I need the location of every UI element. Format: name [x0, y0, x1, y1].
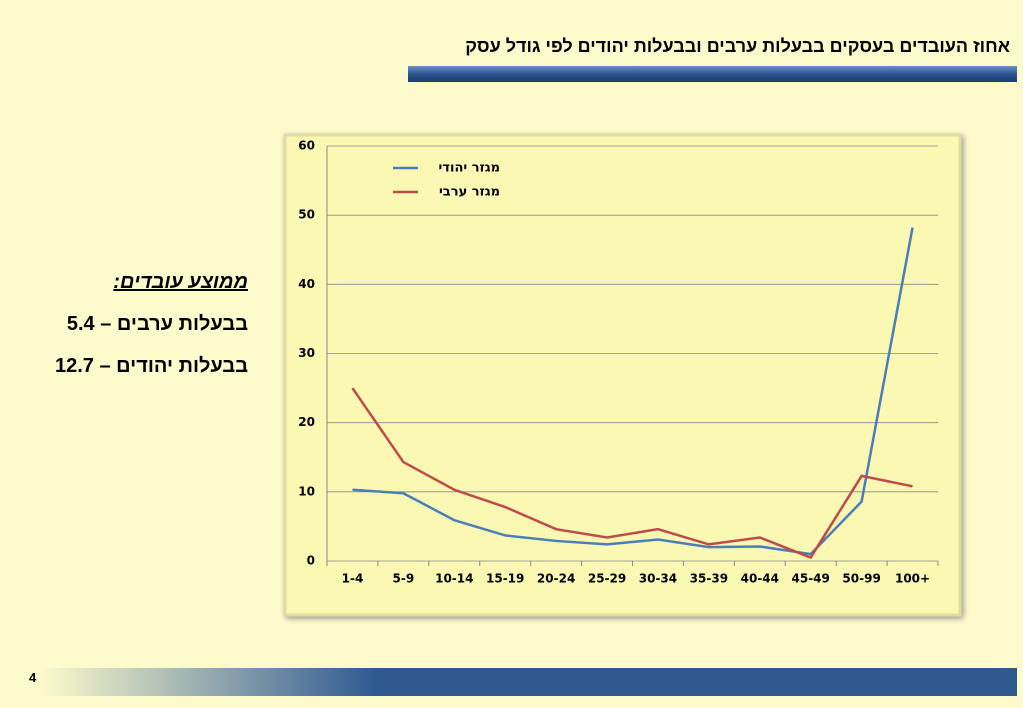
y-tick-label: 0 — [307, 554, 315, 568]
y-tick-label: 50 — [298, 208, 315, 222]
x-tick-label: 10-14 — [435, 572, 473, 586]
side-line: בבעלות יהודים – 12.7 — [55, 355, 248, 377]
x-tick-label: 35-39 — [690, 572, 728, 586]
series-line — [351, 387, 913, 560]
y-tick-label: 20 — [298, 415, 315, 429]
y-tick-label: 40 — [298, 277, 315, 291]
slide-title: אחוז העובדים בעסקים בבעלות ערבים ובבעלות… — [465, 36, 1010, 56]
title-bar — [408, 66, 1017, 82]
x-tick-label: 30-34 — [639, 572, 677, 586]
x-tick-label: 5-9 — [393, 572, 415, 586]
legend-label: מגזר יהודי — [439, 161, 500, 176]
y-tick-label: 10 — [298, 484, 315, 498]
y-tick-label: 30 — [298, 346, 315, 360]
footer-bar — [375, 668, 1017, 696]
x-tick-label: 40-44 — [741, 572, 779, 586]
legend-label: מגזר ערבי — [439, 185, 500, 200]
x-tick-label: 20-24 — [537, 572, 575, 586]
x-tick-label: 50-99 — [842, 572, 880, 586]
x-tick-label: 1-4 — [342, 572, 364, 586]
x-tick-label: 100+ — [895, 572, 930, 586]
side-heading: ממוצע עובדים: — [113, 271, 248, 293]
side-line: בבעלות ערבים – 5.4 — [66, 313, 248, 335]
x-tick-label: 15-19 — [486, 572, 524, 586]
plot: 0 10 20 30 40 50 60 1-4 5-9 10-14 15-19 20-24 25-29 3… — [298, 139, 939, 586]
x-tick-label: 25-29 — [588, 572, 626, 586]
footer-fade — [40, 668, 375, 696]
y-tick-label: 60 — [298, 139, 315, 153]
x-tick-label: 45-49 — [792, 572, 830, 586]
page-number: 4 — [29, 670, 37, 685]
